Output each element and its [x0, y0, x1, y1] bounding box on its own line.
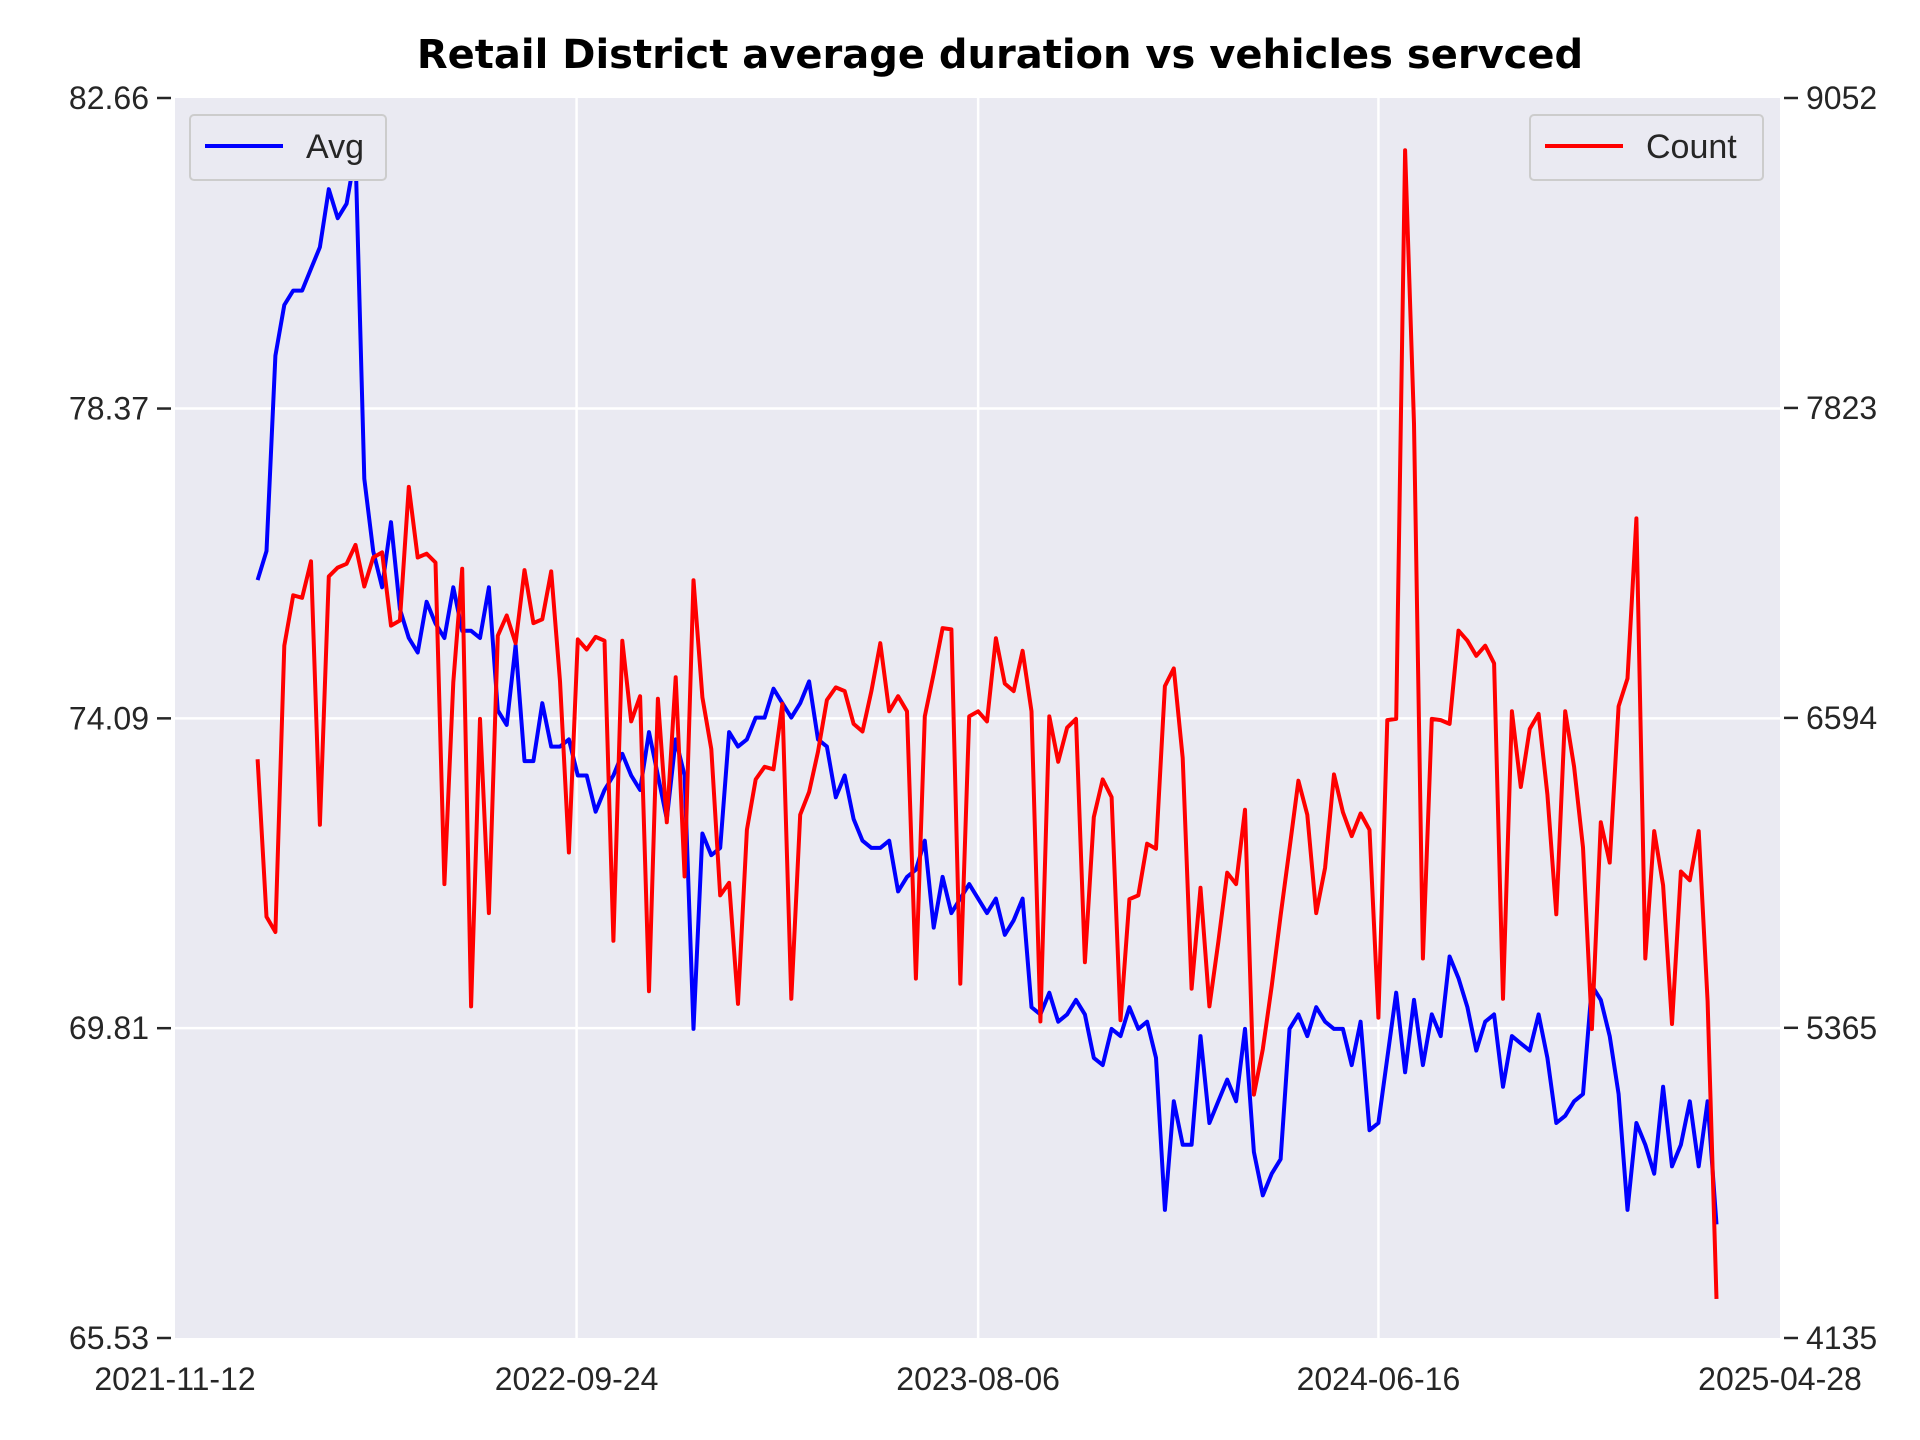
legend-avg-label: Avg: [306, 128, 364, 166]
legend-left-box: [189, 114, 387, 181]
y-right-tick-label: 9052: [1806, 80, 1877, 116]
x-tick-label: 2024-06-16: [1297, 1361, 1461, 1397]
axes: 2021-11-12 2022-09-24 2023-08-06 2024-06-16…: [69, 80, 1877, 1397]
y-left-tick-label: 65.53: [69, 1320, 149, 1356]
grid-lines: [175, 98, 1780, 1338]
y-left-tick-label: 82.66: [69, 80, 149, 116]
y-right-tick-label: 5365: [1806, 1010, 1877, 1046]
legend-left: Avg: [189, 114, 387, 181]
x-tick-label: 2021-11-12: [94, 1361, 255, 1397]
legend-right: Count: [1529, 114, 1764, 181]
x-tick-label: 2023-08-06: [896, 1361, 1060, 1397]
y-right-tick-label: 7823: [1806, 390, 1877, 426]
legend-count-label: Count: [1646, 128, 1737, 166]
y-left-tick-label: 78.37: [69, 391, 149, 427]
y-left-tick-label: 69.81: [69, 1010, 149, 1046]
series-layer: [255, 148, 1719, 1299]
chart-title: Retail District average duration vs vehi…: [417, 32, 1583, 78]
y-right-tick-label: 6594: [1806, 700, 1877, 736]
x-tick-label: 2025-04-28: [1698, 1361, 1862, 1397]
y-right-tick-label: 4135: [1806, 1320, 1877, 1356]
series-line-avg: [255, 151, 1719, 1225]
series-line-count: [255, 148, 1719, 1299]
legend-right-box: [1529, 114, 1764, 181]
y-left-tick-label: 74.09: [69, 700, 149, 736]
x-tick-label: 2022-09-24: [495, 1361, 659, 1397]
